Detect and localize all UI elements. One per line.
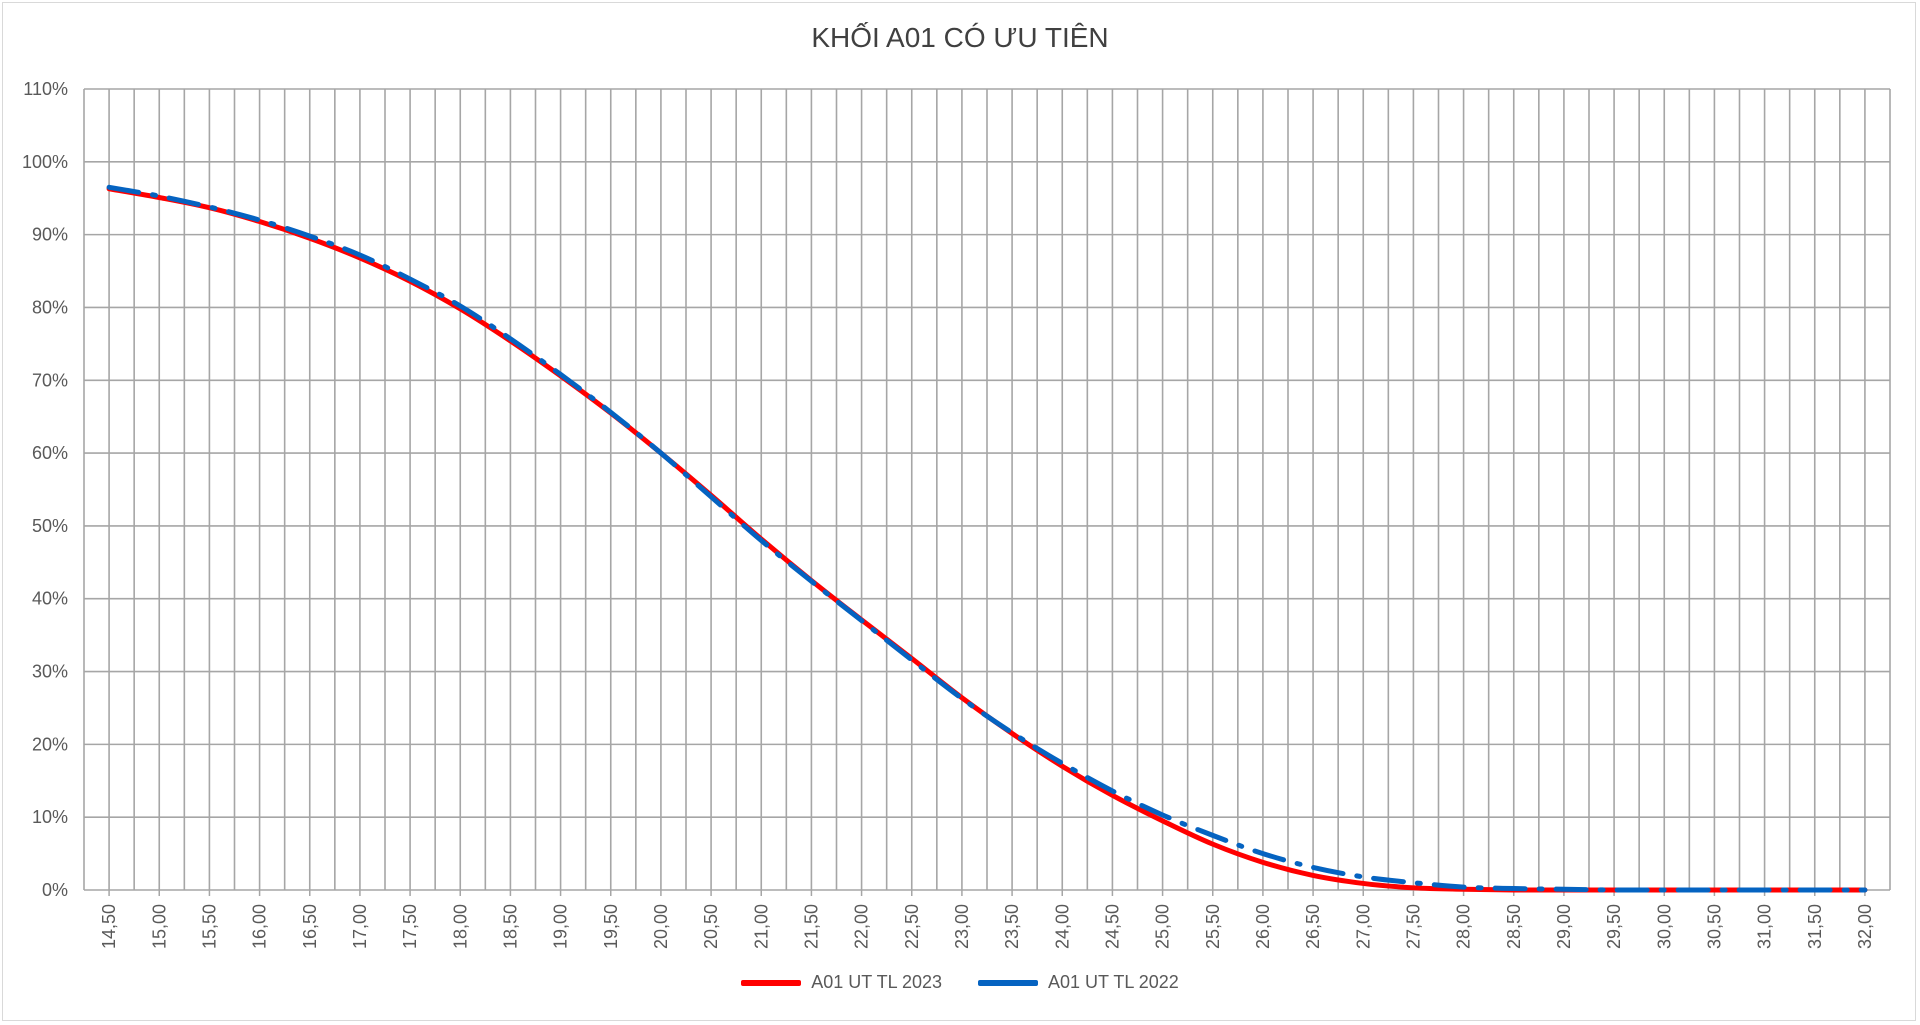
gridlines — [83, 88, 1891, 891]
x-tick-label: 31,00 — [1755, 904, 1775, 949]
x-tick-label: 17,00 — [350, 904, 370, 949]
x-tick-label: 26,00 — [1253, 904, 1273, 949]
y-tick-label: 50% — [32, 516, 68, 536]
y-tick-label: 70% — [32, 370, 68, 390]
legend: A01 UT TL 2023 A01 UT TL 2022 — [0, 972, 1920, 993]
x-tick-label: 19,00 — [551, 904, 571, 949]
y-tick-label: 80% — [32, 297, 68, 317]
legend-swatch-2022 — [978, 979, 1038, 986]
legend-swatch-2023 — [741, 979, 802, 986]
x-tick-label: 23,00 — [952, 904, 972, 949]
x-tick-label: 30,50 — [1704, 904, 1724, 949]
x-tick-label: 21,00 — [751, 904, 771, 949]
x-tick-label: 18,50 — [500, 904, 520, 949]
y-tick-label: 40% — [32, 589, 68, 609]
chart-title: KHỐI A01 CÓ ƯU TIÊN — [811, 22, 1109, 53]
y-tick-label: 20% — [32, 734, 68, 754]
x-tick-label: 19,50 — [601, 904, 621, 949]
x-tick-label: 29,50 — [1604, 904, 1624, 949]
x-tick-label: 28,50 — [1504, 904, 1524, 949]
x-tick-label: 30,00 — [1654, 904, 1674, 949]
x-tick-label: 29,00 — [1554, 904, 1574, 949]
x-tick-label: 16,00 — [250, 904, 270, 949]
x-tick-label: 18,00 — [450, 904, 470, 949]
x-tick-label: 25,50 — [1203, 904, 1223, 949]
x-tick-label: 31,50 — [1805, 904, 1825, 949]
x-tick-label: 21,50 — [801, 904, 821, 949]
x-tick-label: 24,50 — [1102, 904, 1122, 949]
y-axis-ticks: 0% 10% 20% 30% 40% 50% 60% 70% 80% 90% 100% 110% — [22, 79, 68, 900]
x-tick-label: 17,50 — [400, 904, 420, 949]
x-tick-label: 20,00 — [651, 904, 671, 949]
x-tick-label: 27,50 — [1403, 904, 1423, 949]
series-lines — [106, 184, 1868, 893]
series-line-a01-ut-tl-2022 — [106, 184, 1868, 893]
x-tick-label: 23,50 — [1002, 904, 1022, 949]
x-tick-label: 28,00 — [1454, 904, 1474, 949]
x-tick-label: 16,50 — [300, 904, 320, 949]
legend-item-2023: A01 UT TL 2023 — [741, 972, 942, 993]
y-tick-label: 110% — [23, 79, 68, 99]
x-tick-label: 22,50 — [902, 904, 922, 949]
y-tick-label: 100% — [22, 152, 68, 172]
x-tick-label: 22,00 — [852, 904, 872, 949]
x-tick-label: 20,50 — [701, 904, 721, 949]
x-tick-label: 15,00 — [149, 904, 169, 949]
x-tick-label: 25,00 — [1153, 904, 1173, 949]
y-tick-label: 30% — [32, 662, 68, 682]
x-tick-label: 32,00 — [1855, 904, 1875, 949]
y-tick-label: 10% — [32, 807, 68, 827]
x-axis-ticks: 14,50 15,00 15,50 16,00 16,50 17,00 17,50 18,00… — [99, 890, 1875, 949]
x-tick-label: 26,50 — [1303, 904, 1323, 949]
x-tick-label: 24,00 — [1052, 904, 1072, 949]
y-tick-label: 60% — [32, 443, 68, 463]
legend-label-2023: A01 UT TL 2023 — [811, 972, 942, 992]
y-tick-label: 0% — [42, 880, 68, 900]
y-tick-label: 90% — [32, 225, 68, 245]
x-tick-label: 15,50 — [199, 904, 219, 949]
legend-label-2022: A01 UT TL 2022 — [1048, 972, 1179, 992]
x-tick-label: 27,00 — [1353, 904, 1373, 949]
legend-item-2022: A01 UT TL 2022 — [978, 972, 1179, 993]
x-tick-label: 14,50 — [99, 904, 119, 949]
